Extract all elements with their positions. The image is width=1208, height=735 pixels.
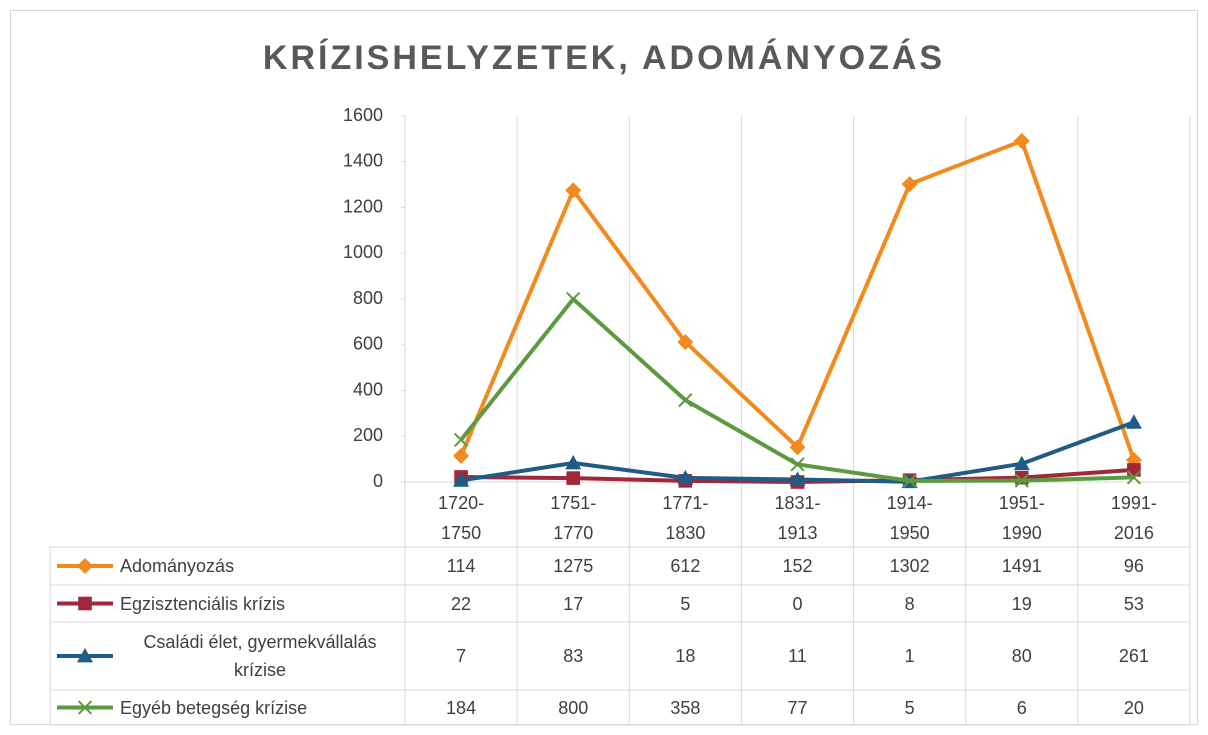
y-tick-label: 1400 bbox=[343, 151, 383, 171]
x-tick-label: 1720-1750 bbox=[438, 493, 485, 543]
table-value: 20 bbox=[1123, 697, 1144, 718]
table-value: 83 bbox=[563, 646, 584, 666]
point-marker bbox=[789, 439, 806, 456]
table-value: 11 bbox=[788, 646, 807, 666]
table-value: 77 bbox=[787, 697, 808, 718]
point-marker bbox=[677, 334, 694, 351]
point-marker bbox=[1013, 132, 1030, 149]
table-value: 1 bbox=[904, 646, 915, 666]
table-value: 5 bbox=[680, 593, 691, 614]
point-marker bbox=[1013, 455, 1030, 471]
point-marker bbox=[901, 176, 918, 193]
legend-marker bbox=[77, 700, 93, 715]
point-marker bbox=[453, 472, 470, 487]
table-value: 114 bbox=[446, 556, 476, 576]
y-tick-label: 400 bbox=[353, 379, 383, 399]
table-value: 1491 bbox=[1001, 556, 1042, 576]
table-value: 612 bbox=[670, 556, 701, 576]
y-tick-label: 200 bbox=[353, 425, 383, 445]
point-marker bbox=[677, 469, 694, 485]
point-marker bbox=[565, 182, 582, 199]
x-tick-label: 1751-1770 bbox=[550, 493, 597, 543]
point-marker bbox=[902, 473, 917, 488]
y-tick-label: 600 bbox=[353, 334, 383, 354]
point-marker bbox=[453, 447, 470, 464]
table-value: 184 bbox=[446, 697, 477, 718]
table-value: 8 bbox=[904, 593, 915, 614]
point-marker bbox=[1014, 473, 1029, 488]
x-tick-label: 1991-2016 bbox=[1110, 493, 1157, 543]
table-value: 18 bbox=[675, 646, 696, 666]
point-marker bbox=[790, 457, 805, 472]
y-tick-label: 0 bbox=[373, 471, 383, 491]
point-marker bbox=[1126, 470, 1142, 485]
legend-label: Egyéb betegség krízise bbox=[120, 697, 308, 718]
table-value: 96 bbox=[1123, 556, 1144, 576]
y-tick-label: 800 bbox=[353, 288, 383, 308]
table-value: 6 bbox=[1016, 697, 1027, 718]
point-marker bbox=[1125, 414, 1142, 429]
point-marker bbox=[789, 471, 806, 486]
table-value: 152 bbox=[782, 556, 813, 576]
legend-label: Adományozás bbox=[120, 556, 235, 576]
legend-marker bbox=[77, 558, 93, 574]
table-value: 1275 bbox=[553, 556, 594, 576]
chart-title: KRÍZISHELYZETEK, ADOMÁNYOZÁS bbox=[263, 39, 945, 77]
x-tick-label: 1914-1950 bbox=[886, 493, 933, 543]
table-value: 261 bbox=[1118, 646, 1149, 666]
table-value: 7 bbox=[456, 646, 467, 666]
y-tick-label: 1600 bbox=[343, 105, 383, 125]
x-tick-label: 1771-1830 bbox=[662, 493, 709, 543]
y-tick-label: 1200 bbox=[343, 196, 383, 216]
legend-label: Egzisztenciális krízis bbox=[120, 593, 286, 614]
chart-border bbox=[10, 10, 1198, 725]
legend-marker bbox=[77, 648, 93, 663]
y-tick-label: 1000 bbox=[343, 242, 383, 262]
point-marker bbox=[1127, 463, 1141, 477]
legend-label: Családi élet, gyermekvállalás krízise bbox=[143, 632, 377, 680]
table-value: 80 bbox=[1011, 646, 1032, 666]
table-value: 0 bbox=[792, 593, 803, 614]
x-tick-label: 1951-1990 bbox=[998, 493, 1045, 543]
legend-marker bbox=[78, 596, 92, 611]
table-value: 1302 bbox=[889, 556, 930, 576]
point-marker bbox=[566, 471, 581, 485]
table-value: 5 bbox=[904, 697, 915, 718]
point-marker bbox=[565, 455, 582, 470]
table-value: 800 bbox=[558, 697, 589, 718]
point-marker bbox=[678, 392, 693, 408]
table-value: 19 bbox=[1011, 593, 1032, 614]
table-value: 358 bbox=[670, 697, 701, 718]
table-value: 17 bbox=[563, 593, 584, 614]
table-value: 53 bbox=[1123, 593, 1144, 614]
point-marker bbox=[566, 291, 581, 307]
point-marker bbox=[453, 432, 469, 448]
x-tick-label: 1831-1913 bbox=[774, 493, 821, 543]
table-value: 22 bbox=[451, 593, 472, 614]
